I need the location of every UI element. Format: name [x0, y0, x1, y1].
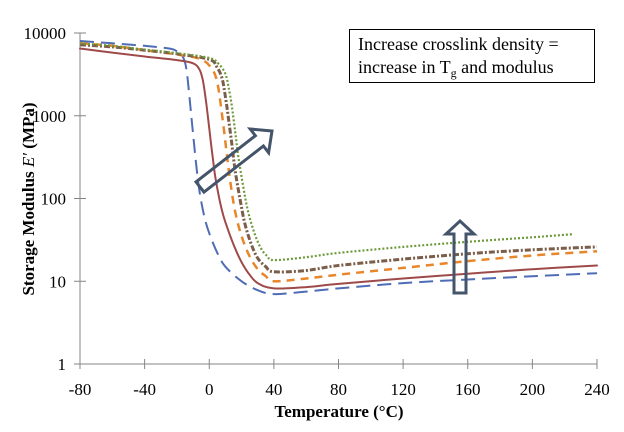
annotation-box: Increase crosslink density = increase in…: [349, 29, 595, 83]
series-line-2: [79, 47, 598, 290]
x-tick-label: 200: [520, 380, 546, 399]
x-tick-label: 240: [584, 380, 610, 399]
x-axis-title: Temperature (°C): [274, 402, 403, 421]
arrows: [193, 127, 478, 295]
y-axis-title-part3: (MPa): [19, 102, 38, 153]
y-axis-title-part1: Storage Modulus: [19, 167, 38, 295]
vertical-arrow-icon: [442, 218, 478, 295]
axes: -80 -40 0 40 80 120 160 200 240 1 10 100 1000 10000: [24, 24, 610, 399]
y-tick-label: 10: [49, 272, 66, 291]
y-axis-title: Storage Modulus E′ (MPa): [19, 102, 38, 295]
diagonal-arrow-icon: [193, 127, 274, 195]
x-tick-label: 80: [330, 380, 347, 399]
x-tick-label: 160: [455, 380, 481, 399]
annotation-line-1: Increase crosslink density =: [358, 34, 559, 54]
x-tick-label: 0: [205, 380, 214, 399]
x-tick-label: -80: [69, 380, 92, 399]
y-axis-title-symbol: E′: [19, 153, 38, 168]
annotation-subscript: g: [450, 66, 457, 80]
y-tick-label: 1000: [32, 107, 66, 126]
annotation-line-2b: and modulus: [456, 57, 554, 77]
x-tick-label: -40: [133, 380, 156, 399]
series-line-5: [79, 42, 573, 262]
series-line-1: [79, 40, 598, 296]
x-tick-label: 40: [265, 380, 282, 399]
y-tick-label: 100: [41, 190, 67, 209]
annotation-line-2a: increase in T: [358, 57, 451, 77]
x-tick-label: 120: [390, 380, 416, 399]
y-tick-label: 1: [58, 355, 67, 374]
annotation-line-2: increase in Tg and modulus: [358, 56, 594, 79]
series-layer: [79, 40, 598, 296]
series-line-4: [79, 43, 598, 274]
y-tick-label: 10000: [24, 24, 67, 43]
